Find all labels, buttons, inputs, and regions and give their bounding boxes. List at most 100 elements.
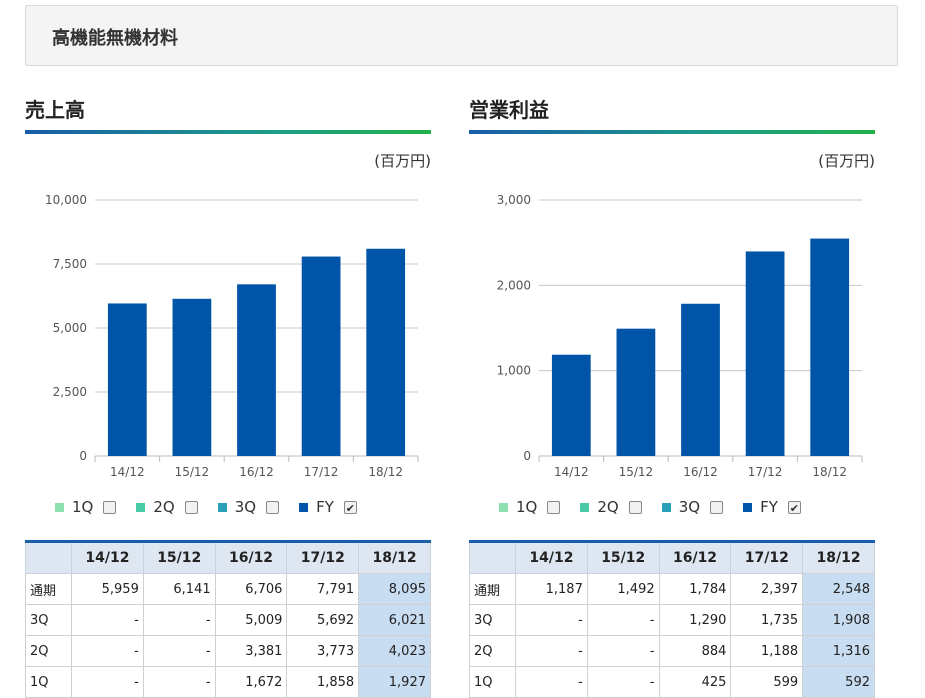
row-label: 通期 xyxy=(468,573,517,605)
x-tick-label: 18/12 xyxy=(812,465,847,479)
title-underline xyxy=(469,130,875,134)
table-cell: - xyxy=(515,604,588,636)
x-tick-label: 16/12 xyxy=(683,465,718,479)
column-header: 15/12 xyxy=(142,541,216,574)
legend-checkbox-1q[interactable] xyxy=(103,500,117,514)
table-cell: 425 xyxy=(658,666,732,698)
bar-18-12[interactable] xyxy=(366,248,406,456)
column-header: 16/12 xyxy=(658,541,732,574)
legend-checkbox-3q[interactable] xyxy=(266,500,280,514)
table-cell: 8,095 xyxy=(358,573,431,605)
legend-item-3q: 3Q xyxy=(217,498,280,516)
table-header-row: 14/12 15/12 16/12 17/12 18/12 xyxy=(24,541,431,574)
table-cell: 2,548 xyxy=(802,573,875,605)
y-tick-label: 0 xyxy=(79,449,87,463)
table-cell: 592 xyxy=(802,666,875,698)
legend-checkbox-fy[interactable]: ✔ xyxy=(787,500,801,515)
x-tick-label: 15/12 xyxy=(619,465,654,479)
legend-label: 2Q xyxy=(153,498,175,516)
table-cell: - xyxy=(586,604,660,636)
table-cell: - xyxy=(71,604,144,636)
legend-swatch xyxy=(217,502,227,512)
legend-swatch xyxy=(136,502,146,512)
table-cell: 1,672 xyxy=(214,666,288,698)
sales-bar-chart: 0 2,500 5,000 7,500 10,000 14/12 15/12 16/12 17/… xyxy=(45,193,419,479)
y-tick-label: 1,000 xyxy=(497,364,531,378)
bar-17-12[interactable] xyxy=(301,256,341,456)
table-cell: - xyxy=(142,604,216,636)
legend-label: 3Q xyxy=(678,498,701,516)
y-tick-label: 7,500 xyxy=(53,257,87,271)
x-tick-label: 17/12 xyxy=(748,465,783,479)
bar-16-12[interactable] xyxy=(237,284,276,456)
legend-label: 1Q xyxy=(516,498,538,516)
table-cell: 5,009 xyxy=(214,604,288,636)
table-cell: 884 xyxy=(658,635,732,667)
table-row: 通期 1,187 1,492 1,784 2,397 2,548 xyxy=(468,573,875,605)
table-cell: - xyxy=(142,635,216,667)
legend-checkbox-1q[interactable] xyxy=(547,500,561,514)
y-tick-label: 5,000 xyxy=(53,321,87,335)
table-cell: - xyxy=(71,666,144,698)
legend-item-2q: 2Q xyxy=(136,498,198,516)
column-header: 16/12 xyxy=(214,541,288,574)
table-cell: 4,023 xyxy=(358,635,431,667)
table-cell: 1,735 xyxy=(730,604,804,636)
y-tick-label: 2,500 xyxy=(53,385,87,399)
column-header: 14/12 xyxy=(515,541,588,574)
column-header xyxy=(24,541,73,574)
table-cell: - xyxy=(515,666,588,698)
operating-income-bar-chart: 0 1,000 2,000 3,000 14/12 15/12 16/12 17/12 18/1… xyxy=(497,193,863,479)
legend-checkbox-fy[interactable]: ✔ xyxy=(343,500,357,515)
bar-17-12[interactable] xyxy=(745,251,785,456)
column-header xyxy=(468,541,517,574)
table-cell: 1,784 xyxy=(658,573,732,605)
y-tick-label: 3,000 xyxy=(497,193,531,207)
table-cell: 6,141 xyxy=(142,573,216,605)
table-cell: 1,908 xyxy=(802,604,875,636)
legend-swatch xyxy=(299,502,309,512)
legend: 1Q 2Q 3Q FY ✔ xyxy=(55,498,377,516)
table-cell: - xyxy=(586,635,660,667)
legend-checkbox-3q[interactable] xyxy=(710,500,724,514)
table-cell: 6,021 xyxy=(358,604,431,636)
segment-header: 高機能無機材料 xyxy=(25,5,898,66)
table-cell: 1,492 xyxy=(586,573,660,605)
legend-swatch xyxy=(499,502,508,512)
operating-income-panel: 営業利益 (百万円) 0 1,000 2,000 3,000 14/12 15/12 16/… xyxy=(468,92,875,698)
operating-income-data-table: 14/12 15/12 16/12 17/12 18/12 通期 1,187 1,492 1,7… xyxy=(468,540,875,698)
column-header: 18/12 xyxy=(358,541,431,574)
sales-panel: 売上高 (百万円) 0 2,500 5,000 7,500 10,000 14/12 15/… xyxy=(24,92,431,698)
table-cell: 5,959 xyxy=(71,573,144,605)
table-cell: 2,397 xyxy=(730,573,804,605)
x-tick-label: 18/12 xyxy=(368,465,403,479)
title-underline xyxy=(25,130,431,134)
row-label: 1Q xyxy=(24,666,73,698)
row-label: 3Q xyxy=(468,604,517,636)
legend-checkbox-2q[interactable] xyxy=(184,500,198,514)
table-cell: - xyxy=(142,666,216,698)
legend-item-1q: 1Q xyxy=(55,498,117,516)
table-cell: 1,858 xyxy=(286,666,360,698)
bar-15-12[interactable] xyxy=(172,298,212,456)
legend-swatch xyxy=(580,502,590,512)
table-header-row: 14/12 15/12 16/12 17/12 18/12 xyxy=(468,541,875,574)
x-tick-label: 17/12 xyxy=(304,465,339,479)
bar-14-12[interactable] xyxy=(551,354,591,456)
sales-data-table: 14/12 15/12 16/12 17/12 18/12 通期 5,959 6,141 6,7… xyxy=(24,540,431,698)
table-cell: 1,187 xyxy=(515,573,588,605)
legend-label: FY xyxy=(760,498,778,516)
legend-item-1q: 1Q xyxy=(499,498,561,516)
bar-14-12[interactable] xyxy=(107,303,147,456)
legend-checkbox-2q[interactable] xyxy=(628,500,642,514)
x-tick-label: 14/12 xyxy=(110,465,145,479)
legend-label: 3Q xyxy=(234,498,257,516)
table-row: 1Q - -425 599 592 xyxy=(468,666,875,698)
table-cell: - xyxy=(586,666,660,698)
bar-15-12[interactable] xyxy=(616,328,656,456)
bar-18-12[interactable] xyxy=(810,238,850,456)
table-row: 3Q - -1,290 1,735 1,908 xyxy=(468,604,875,636)
bar-16-12[interactable] xyxy=(681,303,720,456)
panel-title: 売上高 xyxy=(25,98,85,122)
table-row: 2Q - -3,381 3,773 4,023 xyxy=(24,635,431,667)
